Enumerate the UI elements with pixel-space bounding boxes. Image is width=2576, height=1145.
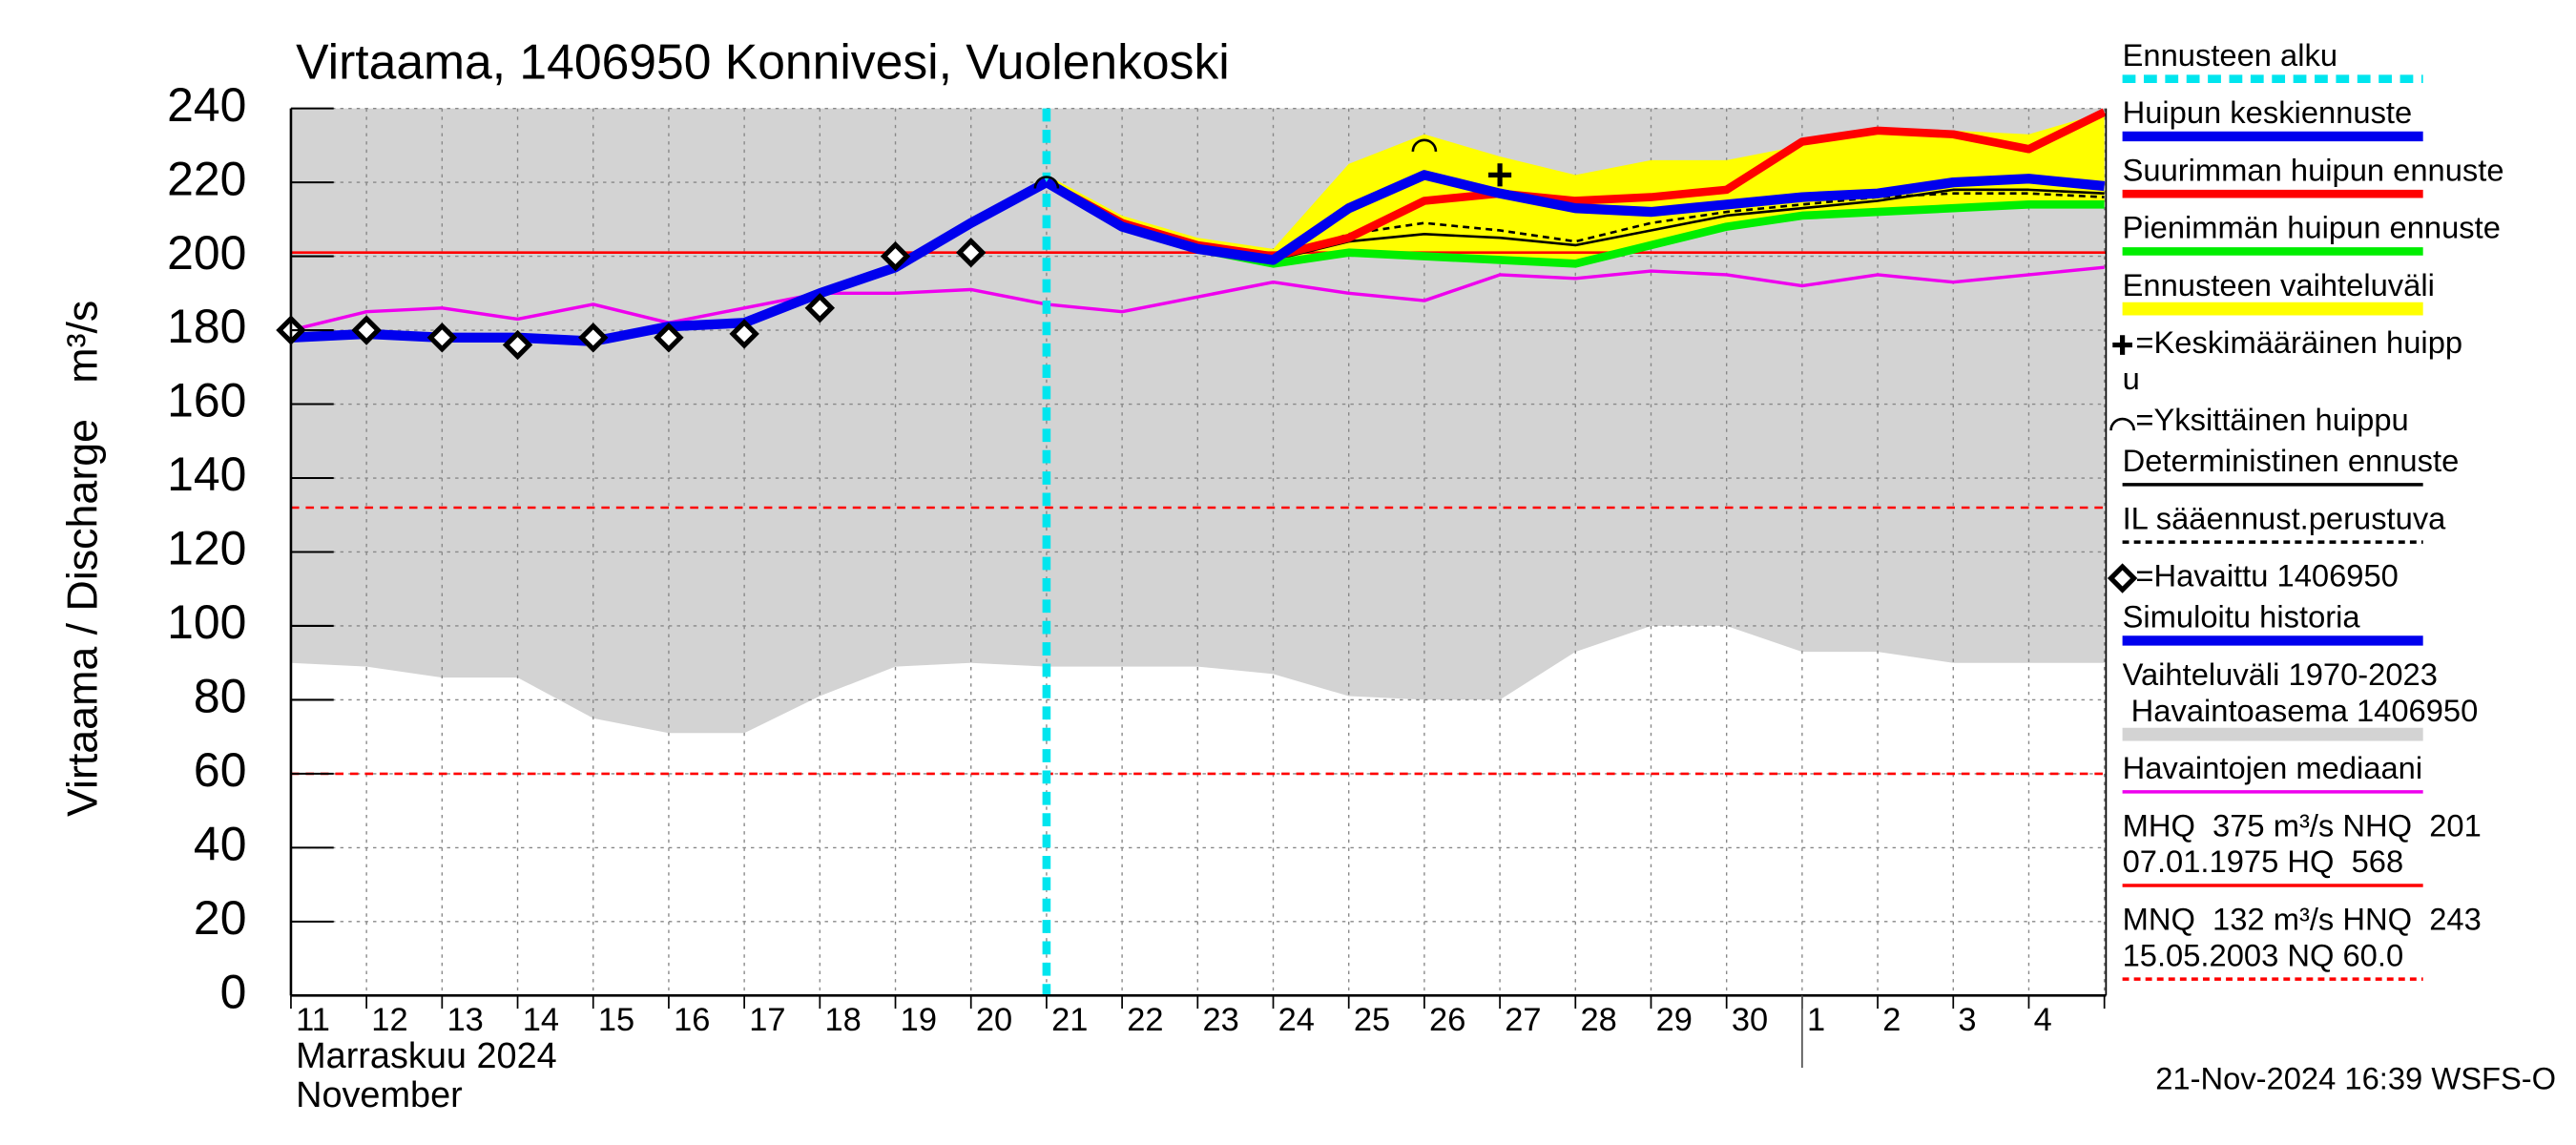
- y-axis-title: Virtaama / Discharge m³/s: [59, 301, 107, 817]
- legend-label: IL sääennust.perustuva: [2123, 500, 2447, 535]
- y-tick-label: 140: [167, 448, 246, 501]
- legend-label: =Yksittäinen huippu: [2135, 402, 2408, 437]
- y-tick-label: 80: [194, 670, 247, 723]
- y-tick-label: 20: [194, 891, 247, 945]
- legend-label: MNQ 132 m³/s HNQ 243: [2123, 901, 2482, 936]
- legend-label: =Keskimääräinen huipp: [2135, 324, 2462, 360]
- x-tick-label: 13: [447, 1002, 484, 1038]
- series-line: [1044, 170, 2106, 265]
- y-tick-label: 0: [220, 966, 247, 1019]
- x-tick-label: 16: [674, 1002, 710, 1038]
- legend-label: u: [2123, 361, 2140, 396]
- x-tick-label: 3: [1958, 1002, 1976, 1038]
- observed-marker: [729, 319, 759, 349]
- legend-label: Simuloitu historia: [2123, 599, 2361, 635]
- x-tick-label: 12: [371, 1002, 407, 1038]
- x-tick-label: 1: [1807, 1002, 1825, 1038]
- y-tick-label: 200: [167, 226, 246, 280]
- legend-icon: [2109, 417, 2135, 431]
- legend-label: Huipun keskiennuste: [2123, 94, 2413, 130]
- y-tick-label: 180: [167, 300, 246, 353]
- x-tick-label: 29: [1656, 1002, 1693, 1038]
- observed-marker: [956, 238, 987, 268]
- x-tick-label: 2: [1882, 1002, 1901, 1038]
- x-axis-title: November: [296, 1075, 463, 1115]
- x-tick-label: 11: [296, 1002, 330, 1038]
- observed-marker: [880, 240, 911, 272]
- y-tick-label: 240: [167, 78, 246, 132]
- legend-icon: [2107, 563, 2138, 593]
- legend-label: 15.05.2003 NQ 60.0: [2123, 937, 2404, 972]
- x-tick-label: 25: [1354, 1002, 1390, 1038]
- legend-label: Deterministinen ennuste: [2123, 443, 2460, 478]
- single-peak-marker: [1411, 138, 1438, 152]
- x-tick-label: 21: [1051, 1002, 1088, 1038]
- x-tick-label: 14: [523, 1002, 559, 1038]
- observed-marker: [502, 329, 533, 361]
- legend-label: Ennusteen alku: [2123, 37, 2337, 73]
- observed-marker: [426, 323, 458, 353]
- y-tick-label: 220: [167, 152, 246, 205]
- timestamp: 21-Nov-2024 16:39 WSFS-O: [2155, 1060, 2556, 1095]
- x-tick-label: 15: [598, 1002, 634, 1038]
- y-tick-label: 100: [167, 595, 246, 649]
- legend-label: 07.01.1975 HQ 568: [2123, 843, 2404, 879]
- legend-label: MHQ 375 m³/s NHQ 201: [2123, 807, 2482, 843]
- x-tick-label: 17: [749, 1002, 785, 1038]
- x-tick-label: 19: [901, 1002, 937, 1038]
- legend-label: Vaihteluväli 1970-2023: [2123, 656, 2438, 692]
- series-line: [290, 265, 2105, 332]
- y-tick-label: 120: [167, 522, 246, 575]
- x-tick-label: 30: [1732, 1002, 1768, 1038]
- legend-icon: [2112, 335, 2132, 355]
- x-tick-label: 26: [1429, 1002, 1465, 1038]
- x-tick-label: 4: [2034, 1002, 2052, 1038]
- x-axis-title: Marraskuu 2024: [296, 1036, 557, 1076]
- y-tick-label: 60: [194, 743, 247, 797]
- legend-label: Ennusteen vaihteluväli: [2123, 267, 2435, 302]
- x-tick-label: 27: [1505, 1002, 1541, 1038]
- range-band: [1046, 112, 2105, 264]
- chart-title: Virtaama, 1406950 Konnivesi, Vuolenkoski: [296, 34, 1230, 90]
- legend-label: Havaintoasema 1406950: [2123, 693, 2479, 728]
- x-tick-label: 28: [1580, 1002, 1616, 1038]
- x-tick-label: 23: [1202, 1002, 1238, 1038]
- legend-label: =Havaittu 1406950: [2135, 558, 2398, 593]
- observed-marker: [351, 315, 382, 345]
- x-tick-label: 24: [1278, 1002, 1315, 1038]
- observed-marker: [578, 323, 609, 353]
- legend-label: Havaintojen mediaani: [2123, 750, 2423, 785]
- legend-label: Pienimmän huipun ennuste: [2123, 210, 2501, 245]
- legend: Ennusteen alku Huipun keskiennuste Suurimm…: [2107, 37, 2504, 981]
- y-tick-label: 160: [167, 374, 246, 427]
- x-tick-label: 20: [976, 1002, 1012, 1038]
- observed-marker: [804, 293, 836, 323]
- x-tick-label: 22: [1127, 1002, 1163, 1038]
- mean-peak-marker: [1488, 163, 1512, 187]
- single-peak-marker: [1033, 176, 1060, 189]
- observed-marker: [654, 323, 684, 353]
- legend-label: Suurimman huipun ennuste: [2123, 152, 2504, 187]
- x-tick-label: 18: [824, 1002, 861, 1038]
- y-tick-label: 40: [194, 818, 247, 871]
